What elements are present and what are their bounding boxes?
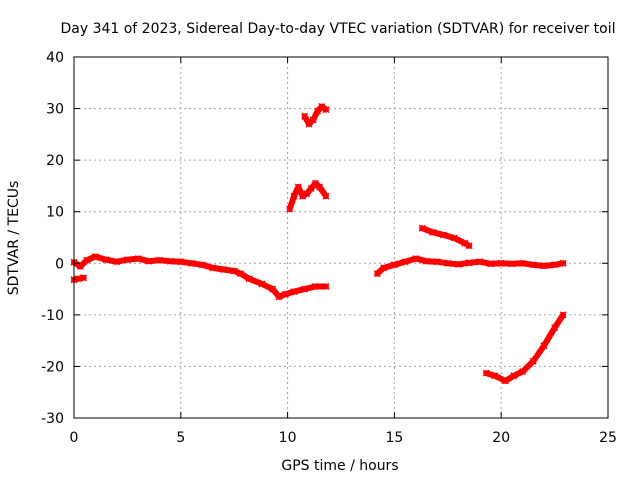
data-point (373, 270, 381, 278)
data-point (301, 112, 309, 120)
data-point (237, 270, 245, 278)
data-point (322, 106, 330, 114)
x-tick-label: 20 (492, 430, 510, 446)
data-point (529, 261, 537, 269)
data-point (519, 259, 527, 267)
data-point (559, 311, 567, 319)
data-point (418, 224, 426, 232)
data-point (510, 372, 518, 380)
data-point (429, 228, 437, 236)
data-point (113, 258, 121, 266)
y-tick-label: 30 (46, 102, 64, 118)
data-point (401, 258, 409, 266)
data-point (245, 275, 253, 283)
y-tick-label: 40 (46, 50, 64, 66)
data-point (198, 261, 206, 269)
data-point (290, 192, 298, 200)
data-point (155, 256, 163, 264)
tick-marks (73, 56, 609, 419)
y-tick-label: 20 (46, 153, 64, 169)
x-tick-label: 25 (599, 430, 617, 446)
data-point (508, 260, 516, 268)
x-tick-label: 5 (176, 430, 185, 446)
data-point (123, 256, 131, 264)
x-axis-label: GPS time / hours (281, 458, 398, 474)
data-point (219, 265, 228, 274)
data-point (380, 264, 388, 272)
data-point (102, 256, 110, 264)
data-point (501, 377, 510, 385)
data-point (187, 259, 196, 267)
y-axis-label: SDTVAR / TECUs (6, 181, 22, 296)
data-point (309, 116, 317, 124)
data-point (519, 368, 527, 376)
data-point (281, 290, 289, 298)
chart-title: Day 341 of 2023, Sidereal Day-to-day VTE… (60, 21, 615, 37)
data-point (482, 369, 490, 377)
plot-frame (73, 56, 609, 419)
data-point (422, 257, 430, 265)
data-point (551, 324, 559, 332)
data-point (433, 258, 441, 266)
data-point (476, 258, 484, 266)
x-tick-label: 0 (70, 430, 79, 446)
y-tick-label: 10 (46, 205, 64, 221)
grid (74, 57, 608, 418)
data-point (177, 258, 185, 266)
data-point (145, 257, 153, 265)
data-point (318, 102, 326, 111)
data-point (230, 267, 238, 275)
data-point (258, 280, 266, 288)
data-point (390, 261, 398, 269)
data-point (166, 257, 174, 265)
data-point (439, 231, 448, 239)
data-point (316, 183, 324, 191)
data-point (559, 259, 567, 267)
data-point (465, 242, 473, 250)
data-point (275, 293, 283, 301)
y-tick-label: -30 (41, 411, 64, 427)
data-point (76, 262, 84, 270)
data-point (209, 264, 217, 272)
data-point (286, 205, 294, 213)
y-tick-label: -20 (41, 359, 64, 375)
data-point (311, 282, 319, 291)
data-point (412, 255, 420, 263)
data-point (134, 255, 142, 263)
data-point (486, 260, 495, 268)
data-point (529, 357, 537, 365)
data-point (83, 256, 91, 264)
data-point (491, 372, 499, 380)
data-point (444, 259, 452, 267)
data-point (91, 253, 99, 261)
data-point (269, 285, 277, 293)
tick-labels: 0 5 10 15 20 25 -30 -20 -10 0 10 20 30 40 (41, 50, 617, 446)
data-point (551, 261, 559, 269)
x-tick-label: 10 (279, 430, 297, 446)
data-point (80, 274, 88, 282)
data-point (301, 285, 309, 293)
data-point (450, 234, 458, 242)
data-point (540, 262, 548, 270)
y-tick-label: 0 (55, 256, 64, 272)
data-point (465, 259, 473, 267)
y-tick-label: -10 (41, 308, 64, 324)
data-point (461, 239, 469, 247)
data-point (290, 288, 298, 296)
data-point (294, 183, 302, 191)
data-point (540, 342, 548, 350)
data-point (322, 282, 330, 291)
data-point (74, 275, 82, 283)
x-tick-label: 15 (385, 430, 403, 446)
data-point (299, 192, 307, 200)
data-point (454, 260, 463, 268)
data-series (70, 102, 567, 385)
data-point (322, 192, 330, 200)
data-point (497, 259, 505, 267)
